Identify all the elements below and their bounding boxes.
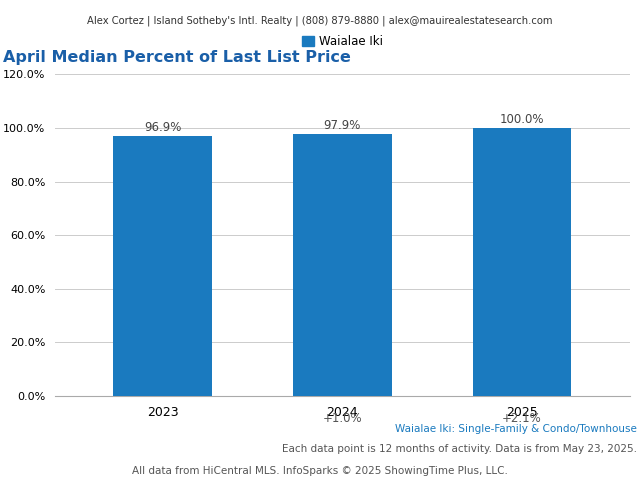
Text: +1.0%: +1.0% [323, 412, 362, 425]
Legend: Waialae Iki: Waialae Iki [298, 30, 387, 53]
Text: 97.9%: 97.9% [324, 119, 361, 132]
Text: Waialae Iki: Single-Family & Condo/Townhouse: Waialae Iki: Single-Family & Condo/Townh… [395, 424, 637, 434]
Text: All data from HiCentral MLS. InfoSparks © 2025 ShowingTime Plus, LLC.: All data from HiCentral MLS. InfoSparks … [132, 466, 508, 476]
Bar [472, 128, 572, 396]
Text: 100.0%: 100.0% [500, 113, 544, 126]
Text: +2.1%: +2.1% [502, 412, 542, 425]
Text: 96.9%: 96.9% [144, 121, 182, 134]
Text: Each data point is 12 months of activity. Data is from May 23, 2025.: Each data point is 12 months of activity… [282, 444, 637, 454]
Text: Alex Cortez | Island Sotheby's Intl. Realty | (808) 879-8880 | alex@mauirealesta: Alex Cortez | Island Sotheby's Intl. Rea… [87, 15, 553, 25]
Text: April Median Percent of Last List Price: April Median Percent of Last List Price [3, 50, 351, 65]
Bar [113, 136, 212, 396]
Bar [293, 133, 392, 396]
